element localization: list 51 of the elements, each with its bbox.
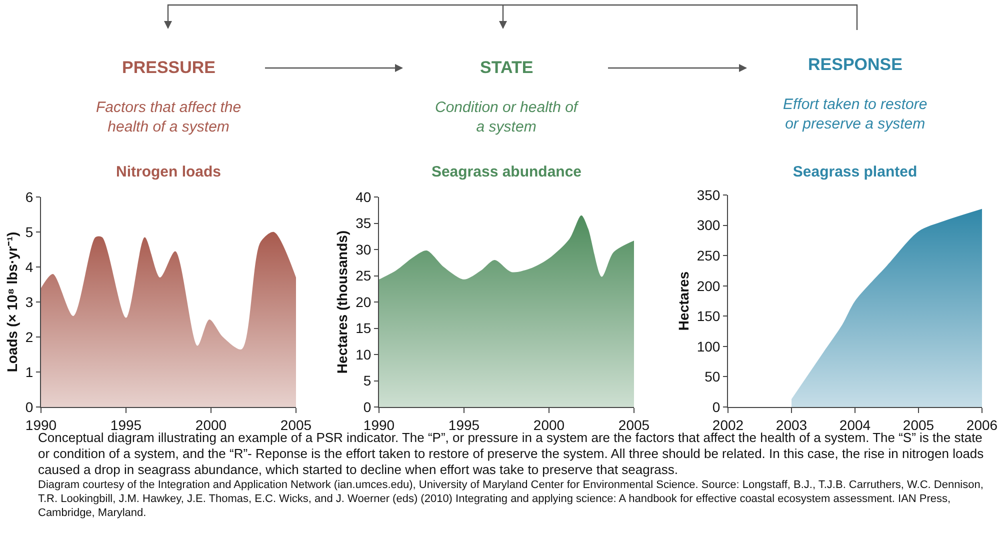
y-tick-label: 20: [356, 294, 372, 310]
y-tick-label: 25: [356, 268, 372, 284]
text: Effort taken to restore or preserve a system: [783, 96, 928, 132]
x-tick-label: 2005: [280, 416, 312, 433]
y-tick-label: 15: [356, 320, 372, 336]
y-tick-label: 1: [25, 364, 34, 380]
y-tick-label: 6: [25, 188, 34, 205]
y-tick-label: 0: [25, 398, 34, 415]
y-tick-label: 30: [356, 241, 372, 258]
y-tick-label: 0: [363, 398, 372, 415]
y-tick-label: 4: [25, 258, 34, 275]
y-axis-title: Loads (× 10⁸ lbs·yr⁻¹): [4, 232, 20, 372]
text: PRESSURE: [122, 58, 216, 77]
x-tick-label: 1990: [363, 416, 395, 433]
x-tick-label: 1990: [25, 416, 57, 433]
y-tick-label: 50: [704, 368, 720, 385]
text: Conceptual diagram illustrating an example of a PSR indicator. The “P”, or pressure in a system are the factors that affect the health of a system. The “S” is the state or condition of a system, and the “R”- Reponse is the effort taken to restore of preserve the system. All three should be related. In this case, the rise in nitrogen loads caused a drop in seagrass abundance, which started to decline when effort was take to preserve that seagrass.: [38, 430, 985, 478]
y-tick-label: 40: [356, 188, 372, 205]
text: RESPONSE: [808, 55, 902, 74]
x-tick-label: 2000: [533, 416, 565, 433]
y-tick-label: 3: [25, 294, 34, 310]
chart-title: Seagrass planted: [792, 163, 918, 180]
y-tick-label: 350: [696, 186, 720, 203]
x-tick-label: 2003: [776, 416, 808, 433]
y-tick-label: 100: [696, 338, 720, 354]
y-tick-label: 150: [696, 308, 720, 324]
chart-title: Seagrass abundance: [431, 163, 582, 180]
x-tick-label: 2004: [839, 416, 871, 433]
text: Condition or health of a system: [435, 99, 580, 136]
y-tick-label: 35: [356, 215, 372, 232]
chart-title: Nitrogen loads: [116, 163, 222, 180]
y-tick-label: 10: [356, 346, 372, 362]
y-axis-title: Hectares (thousands): [334, 230, 350, 374]
y-tick-label: 2: [25, 328, 34, 345]
y-tick-label: 0: [712, 398, 720, 415]
x-tick-label: 2002: [712, 416, 744, 433]
y-tick-label: 250: [696, 247, 720, 264]
x-tick-label: 2005: [618, 416, 650, 433]
y-tick-label: 5: [25, 224, 34, 240]
y-axis-title: Hectares: [675, 271, 692, 331]
x-tick-label: 1995: [110, 416, 142, 433]
y-tick-label: 200: [696, 278, 720, 294]
text: Factors that affect the health of a system: [96, 99, 242, 136]
x-tick-label: 2000: [195, 416, 227, 433]
x-tick-label: 2006: [966, 416, 998, 433]
text: STATE: [480, 58, 534, 77]
x-tick-label: 1995: [448, 416, 480, 433]
x-tick-label: 2005: [902, 416, 934, 433]
y-tick-label: 300: [696, 217, 720, 234]
text: Diagram courtesy of the Integration and Application Network (ian.umces.edu), University of Maryland Center for Environmental Science. Source: Longstaff, B.J., T.J.B. Carruthers, W.C. Dennison, T.R. Lookingbill, J.M. Hawkey, J.E. Thomas, E.C. Wicks, and J. Woerner (eds) (2010) Integrating and applying science: A handbook for effective coastal ecosystem assessment. IAN Press, Cambridge, Maryland.: [38, 478, 984, 520]
y-tick-label: 5: [363, 372, 372, 389]
